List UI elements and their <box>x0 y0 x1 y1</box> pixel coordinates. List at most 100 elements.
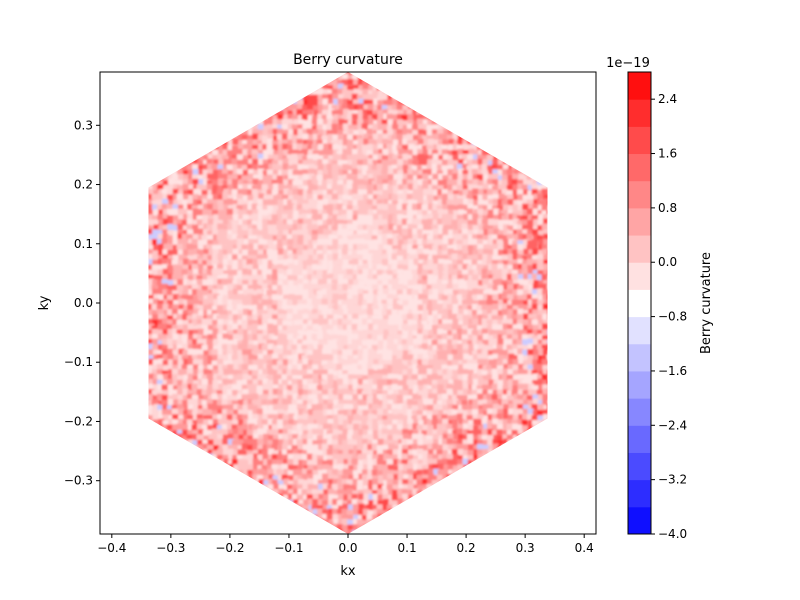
curvature-cell <box>282 129 289 136</box>
curvature-cell <box>388 150 395 157</box>
curvature-cell <box>472 409 479 416</box>
curvature-cell <box>462 189 469 196</box>
curvature-cell <box>203 159 210 166</box>
curvature-cell <box>191 318 198 325</box>
curvature-cell <box>201 190 208 197</box>
curvature-cell <box>402 369 409 376</box>
curvature-cell <box>486 308 493 315</box>
curvature-cell <box>278 189 285 196</box>
curvature-cell <box>293 259 300 266</box>
curvature-cell <box>462 344 469 351</box>
curvature-cell <box>542 365 548 372</box>
curvature-cell <box>493 380 500 387</box>
curvature-cell <box>541 359 548 366</box>
curvature-cell <box>256 329 263 336</box>
curvature-cell <box>466 359 473 366</box>
curvature-cell <box>257 129 264 136</box>
curvature-cell <box>183 324 190 331</box>
curvature-cell <box>276 193 283 200</box>
curvature-cell <box>211 188 218 195</box>
curvature-cell <box>188 423 195 430</box>
curvature-cell <box>188 238 195 245</box>
curvature-cell <box>458 159 465 166</box>
curvature-cell <box>487 204 494 211</box>
curvature-cell <box>518 210 525 217</box>
curvature-cell <box>312 240 319 247</box>
curvature-cell <box>148 185 154 192</box>
curvature-cell <box>511 314 518 321</box>
curvature-cell <box>322 340 329 347</box>
curvature-cell <box>361 390 368 397</box>
curvature-cell <box>168 199 175 206</box>
curvature-cell <box>408 299 415 306</box>
curvature-cell <box>473 324 480 331</box>
curvature-cell <box>231 158 238 165</box>
curvature-cell <box>242 195 249 202</box>
curvature-cell <box>452 234 459 241</box>
curvature-cell <box>497 310 504 317</box>
curvature-cell <box>268 209 275 216</box>
curvature-cell <box>467 298 474 305</box>
curvature-cell <box>182 343 189 350</box>
curvature-cell <box>178 354 185 361</box>
curvature-cell <box>536 263 543 270</box>
curvature-cell <box>532 329 539 336</box>
curvature-cell <box>476 340 483 347</box>
curvature-cell <box>148 295 154 302</box>
curvature-cell <box>343 345 350 352</box>
curvature-cell <box>347 134 354 141</box>
curvature-cell <box>472 234 479 241</box>
curvature-cell <box>382 398 389 405</box>
curvature-cell <box>477 200 484 207</box>
curvature-cell <box>303 244 310 251</box>
curvature-cell <box>327 138 334 145</box>
curvature-cell <box>472 363 479 370</box>
curvature-cell <box>506 273 513 280</box>
curvature-cell <box>512 379 519 386</box>
curvature-cell <box>151 389 158 396</box>
curvature-cell <box>217 364 224 371</box>
curvature-cell <box>282 158 289 165</box>
curvature-cell <box>337 109 344 116</box>
curvature-cell <box>162 360 169 367</box>
curvature-cell <box>263 360 270 367</box>
curvature-cell <box>167 215 174 222</box>
curvature-cell <box>317 360 324 367</box>
curvature-cell <box>496 360 503 367</box>
curvature-cell <box>277 344 284 351</box>
curvature-cell <box>262 335 269 342</box>
curvature-cell <box>342 370 349 377</box>
curvature-cell <box>526 294 533 301</box>
curvature-cell <box>392 274 399 281</box>
curvature-cell <box>148 239 153 246</box>
curvature-cell <box>538 213 545 220</box>
curvature-cell <box>246 315 253 322</box>
curvature-cell <box>368 323 375 330</box>
curvature-cell <box>148 229 153 236</box>
curvature-cell <box>497 285 504 292</box>
curvature-cell <box>228 314 235 321</box>
curvature-cell <box>328 264 335 271</box>
curvature-cell <box>392 114 399 121</box>
curvature-cell <box>408 345 415 352</box>
curvature-cell <box>317 163 324 170</box>
curvature-cell <box>498 189 505 196</box>
curvature-cell <box>311 94 318 101</box>
curvature-cell <box>446 184 453 191</box>
curvature-cell <box>428 174 435 181</box>
curvature-cell <box>386 344 393 351</box>
curvature-cell <box>303 369 310 376</box>
curvature-cell <box>467 184 474 191</box>
curvature-cell <box>236 148 243 155</box>
curvature-cell <box>226 305 233 312</box>
curvature-cell <box>397 284 404 291</box>
curvature-cell <box>393 298 400 305</box>
curvature-cell <box>477 194 484 201</box>
curvature-cell <box>432 153 439 160</box>
curvature-cell <box>227 368 234 375</box>
curvature-cell <box>252 235 259 242</box>
curvature-cell <box>268 409 275 416</box>
curvature-cell <box>372 190 379 197</box>
curvature-cell <box>313 139 320 146</box>
curvature-cell <box>512 279 519 286</box>
